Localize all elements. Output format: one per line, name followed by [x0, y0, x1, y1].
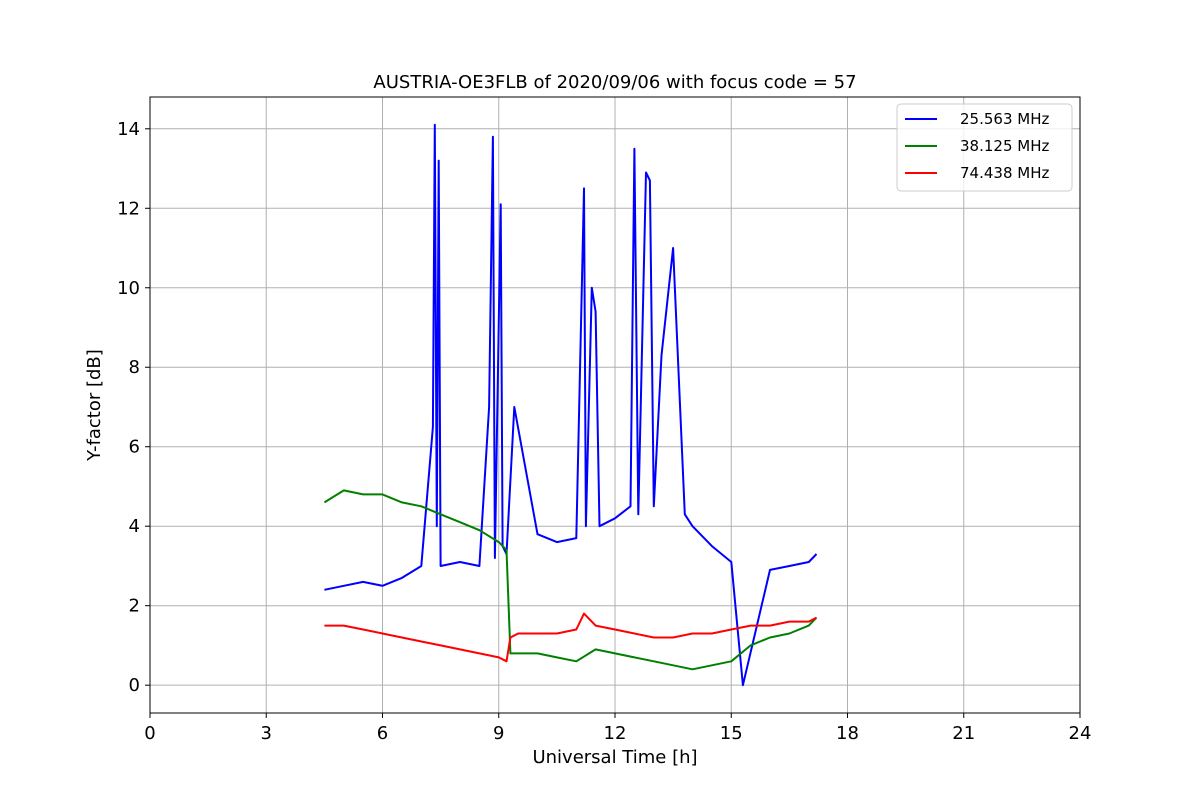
- y-tick-label: 10: [117, 278, 140, 299]
- x-tick-label: 21: [952, 723, 975, 744]
- x-tick-label: 15: [720, 723, 743, 744]
- x-tick-label: 9: [493, 723, 504, 744]
- legend-label: 38.125 MHz: [960, 137, 1049, 155]
- chart-title: AUSTRIA-OE3FLB of 2020/09/06 with focus …: [373, 72, 856, 93]
- y-tick-label: 2: [129, 596, 140, 617]
- x-tick-label: 18: [836, 723, 859, 744]
- legend-label: 74.438 MHz: [960, 164, 1049, 182]
- series-line-1: [324, 123, 818, 687]
- y-tick-label: 12: [117, 198, 140, 219]
- series-line-3: [324, 612, 817, 663]
- x-tick-label: 24: [1069, 723, 1092, 744]
- series-line-2: [323, 489, 818, 671]
- x-tick-label: 12: [604, 723, 627, 744]
- y-tick-label: 6: [129, 437, 140, 458]
- x-tick-label: 3: [261, 723, 272, 744]
- x-axis-label: Universal Time [h]: [532, 747, 697, 768]
- y-tick-label: 14: [117, 119, 140, 140]
- x-tick-label: 6: [377, 723, 388, 744]
- legend-label: 25.563 MHz: [960, 110, 1049, 128]
- legend: 25.563 MHz 38.125 MHz 74.438 MHz: [896, 103, 1073, 192]
- series-layer: [323, 123, 818, 687]
- y-axis-label: Y-factor [dB]: [84, 349, 105, 462]
- y-tick-label: 8: [129, 357, 140, 378]
- legend-box: [896, 103, 1073, 192]
- grid-layer: [149, 97, 1081, 713]
- x-tick-label: 0: [144, 723, 155, 744]
- y-tick-label: 4: [129, 516, 140, 537]
- y-tick-label: 0: [129, 675, 140, 696]
